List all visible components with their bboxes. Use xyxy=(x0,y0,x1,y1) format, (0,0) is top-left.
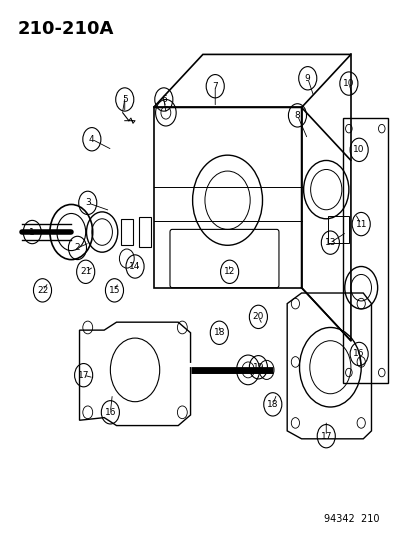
Text: 15: 15 xyxy=(109,286,120,295)
Text: 8: 8 xyxy=(294,111,299,120)
Text: 17: 17 xyxy=(78,370,89,379)
Text: 10: 10 xyxy=(342,79,354,88)
Text: 21: 21 xyxy=(80,268,91,276)
Text: 11: 11 xyxy=(355,220,366,229)
Text: 12: 12 xyxy=(223,268,235,276)
Text: 16: 16 xyxy=(353,350,364,359)
Text: 17: 17 xyxy=(320,432,331,441)
Text: 19: 19 xyxy=(252,363,263,372)
Text: 18: 18 xyxy=(266,400,278,409)
Text: 3: 3 xyxy=(85,198,90,207)
Text: 18: 18 xyxy=(213,328,225,337)
Text: 210-210A: 210-210A xyxy=(18,20,114,38)
Text: 1: 1 xyxy=(29,228,35,237)
Text: 4: 4 xyxy=(89,135,95,144)
Text: 13: 13 xyxy=(324,238,335,247)
Text: 2: 2 xyxy=(74,244,80,253)
Text: 94342  210: 94342 210 xyxy=(323,514,379,523)
Text: 7: 7 xyxy=(212,82,218,91)
Text: 20: 20 xyxy=(252,312,263,321)
Text: 9: 9 xyxy=(304,74,310,83)
Text: 6: 6 xyxy=(161,95,166,104)
Text: 10: 10 xyxy=(353,146,364,155)
Text: 5: 5 xyxy=(121,95,127,104)
Text: 16: 16 xyxy=(104,408,116,417)
Text: 14: 14 xyxy=(129,262,140,271)
Text: 22: 22 xyxy=(37,286,48,295)
